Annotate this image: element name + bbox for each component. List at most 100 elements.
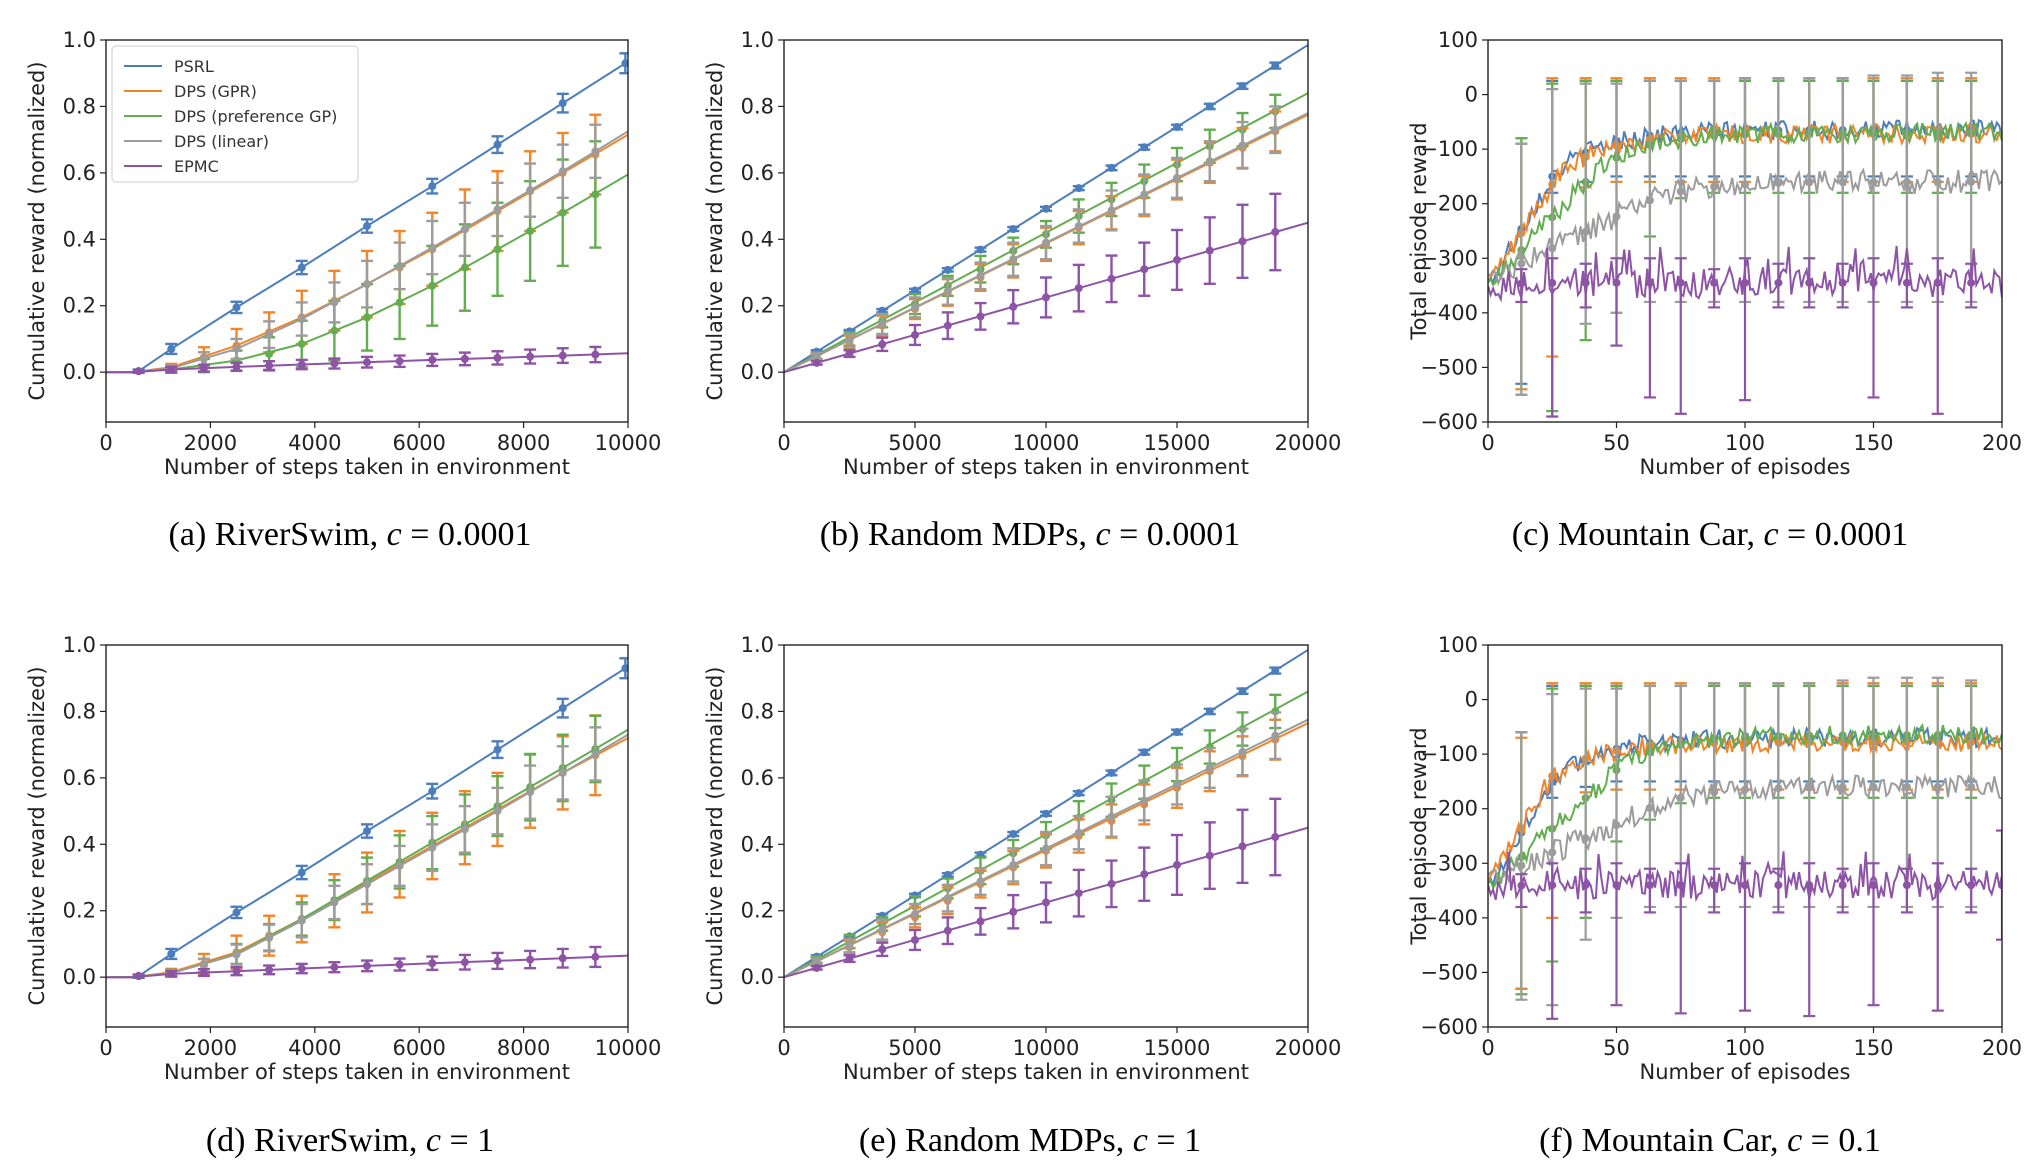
data-point xyxy=(845,349,854,358)
x-tick-label: 200 xyxy=(1982,1036,2022,1060)
x-tick-label: 15000 xyxy=(1144,1036,1211,1060)
data-point xyxy=(363,280,371,289)
data-point xyxy=(558,954,567,963)
data-point xyxy=(1838,278,1847,287)
x-tick-label: 4000 xyxy=(288,1036,341,1060)
x-tick-label: 200 xyxy=(1982,431,2022,455)
data-point xyxy=(1009,225,1018,234)
data-point xyxy=(1205,157,1214,166)
data-point xyxy=(878,340,887,349)
data-point xyxy=(911,303,919,312)
y-axis-label: Cumulative reward (normalized) xyxy=(703,666,727,1005)
data-point xyxy=(591,190,600,199)
data-point xyxy=(845,941,854,950)
data-point xyxy=(428,843,437,852)
y-axis-label: Cumulative reward (normalized) xyxy=(25,666,49,1005)
data-point xyxy=(1517,861,1526,870)
x-tick-label: 20000 xyxy=(1275,1036,1342,1060)
y-tick-label: 0.2 xyxy=(741,899,774,923)
caption-label: (a) RiverSwim, xyxy=(168,516,379,553)
data-point xyxy=(1805,278,1814,287)
data-point xyxy=(1042,898,1050,907)
data-point xyxy=(428,355,437,364)
data-point xyxy=(1741,881,1749,890)
data-point xyxy=(428,787,437,796)
plot-area xyxy=(106,657,628,981)
series-psrl xyxy=(106,657,628,981)
data-point xyxy=(845,336,854,345)
caption-param: c xyxy=(1787,1122,1803,1159)
y-tick-label: 100 xyxy=(1438,633,1478,657)
data-point xyxy=(232,967,241,976)
x-tick-label: 5000 xyxy=(888,1036,941,1060)
data-point xyxy=(943,926,952,935)
data-point xyxy=(1838,783,1847,792)
data-point xyxy=(1238,842,1247,851)
x-tick-label: 0 xyxy=(1481,431,1494,455)
x-tick-label: 0 xyxy=(1481,1036,1494,1060)
caption-d: (d) RiverSwim, c = 1 xyxy=(70,1122,630,1160)
data-point xyxy=(1074,284,1083,293)
data-point xyxy=(265,349,274,358)
data-point xyxy=(134,367,143,376)
x-tick-label: 0 xyxy=(99,1036,112,1060)
y-tick-label: −500 xyxy=(1420,355,1478,379)
y-tick-label: −200 xyxy=(1420,192,1478,216)
data-point xyxy=(878,320,887,329)
data-point xyxy=(1107,163,1116,172)
x-tick-label: 100 xyxy=(1725,431,1765,455)
data-point xyxy=(1774,179,1783,188)
legend: PSRL DPS (GPR) DPS (preference GP) DPS (lin… xyxy=(111,45,359,183)
data-point xyxy=(526,955,535,964)
caption-f: (f) Mountain Car, c = 0.1 xyxy=(1430,1122,1990,1160)
data-point xyxy=(1074,184,1083,193)
data-point xyxy=(558,351,567,360)
y-tick-label: 0.8 xyxy=(741,699,774,723)
data-point xyxy=(812,358,821,367)
data-point xyxy=(1042,844,1050,853)
data-point xyxy=(330,898,339,907)
y-tick-label: −400 xyxy=(1420,301,1478,325)
data-point xyxy=(1205,763,1214,772)
data-point xyxy=(1902,881,1911,890)
data-point xyxy=(878,306,887,315)
data-point xyxy=(265,361,274,370)
data-point xyxy=(1042,809,1050,818)
data-point xyxy=(297,964,306,973)
data-point xyxy=(558,99,567,108)
data-point xyxy=(1645,803,1654,812)
data-point xyxy=(621,664,628,673)
data-point xyxy=(526,186,535,195)
data-point xyxy=(493,745,502,754)
data-point xyxy=(1933,278,1942,287)
data-point xyxy=(976,312,985,321)
data-point xyxy=(1902,177,1911,186)
caption-label: (f) Mountain Car, xyxy=(1539,1122,1779,1159)
data-point xyxy=(1612,278,1621,287)
data-point xyxy=(1645,278,1654,287)
data-point xyxy=(1933,881,1942,890)
data-point xyxy=(812,957,821,966)
x-tick-label: 150 xyxy=(1853,1036,1893,1060)
x-tick-label: 0 xyxy=(99,431,112,455)
chart-e: 0 5000 10000 15000 20000 0.0 0.2 0.4 0.6 0.8 1.0 Nu… xyxy=(703,633,1341,1084)
x-axis-label: Number of steps taken in environment xyxy=(164,1060,570,1084)
x-tick-label: 50 xyxy=(1603,431,1630,455)
data-point xyxy=(493,353,502,362)
data-point xyxy=(297,360,306,369)
data-point xyxy=(493,956,502,965)
data-point xyxy=(1140,870,1149,879)
data-point xyxy=(943,265,952,274)
data-point xyxy=(1517,279,1526,288)
data-point xyxy=(1042,293,1050,302)
data-point xyxy=(1902,782,1911,791)
x-tick-label: 10000 xyxy=(595,431,662,455)
data-point xyxy=(395,357,404,366)
y-tick-label: 0.4 xyxy=(741,832,774,856)
data-point xyxy=(911,910,919,919)
x-tick-label: 2000 xyxy=(184,431,237,455)
data-point xyxy=(265,933,274,942)
data-point xyxy=(1741,180,1749,189)
data-point xyxy=(1074,828,1083,837)
y-tick-label: 0.0 xyxy=(63,965,96,989)
